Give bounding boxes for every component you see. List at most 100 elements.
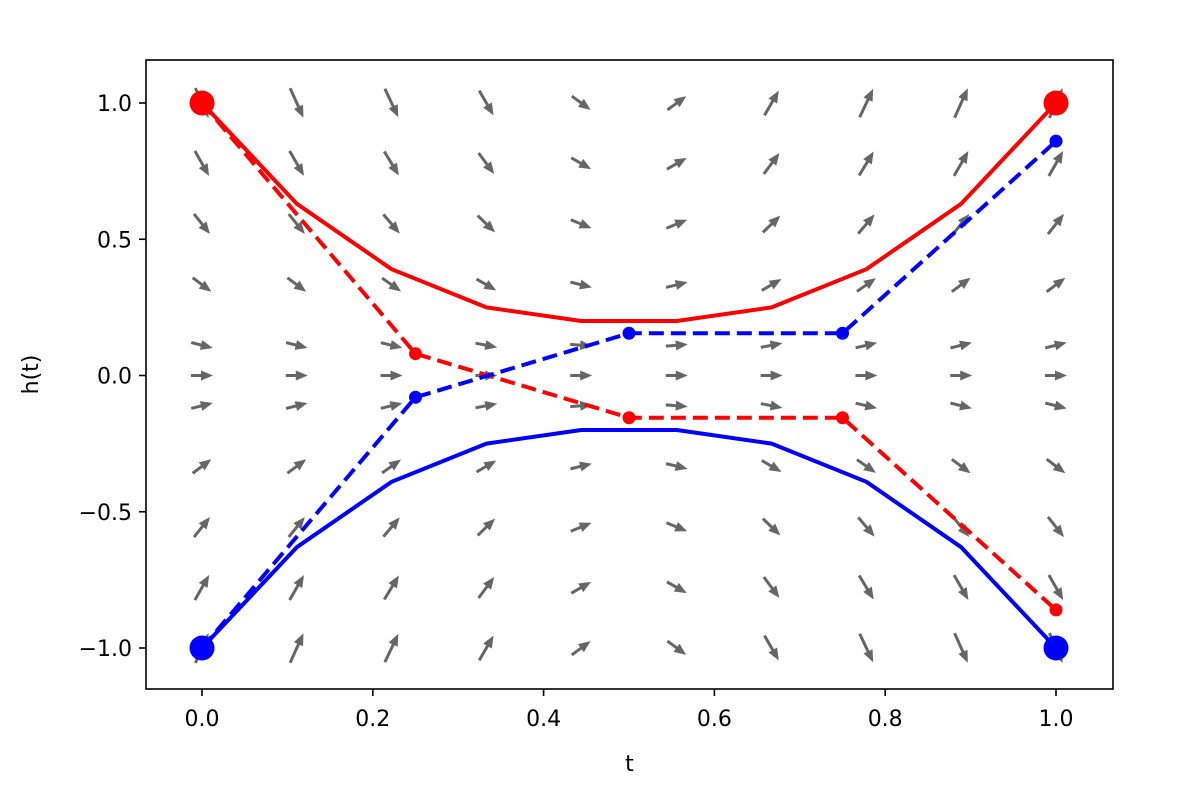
quiver-arrow [381, 276, 402, 292]
endpoint-marker [1043, 635, 1069, 661]
x-tick-label: 0.2 [355, 707, 390, 732]
quiver-arrow [475, 340, 498, 350]
quiver-arrow [383, 150, 399, 176]
quiver-arrow [855, 400, 878, 411]
series-4-point [409, 390, 422, 404]
quiver-arrow [855, 370, 878, 381]
quiver-arrow [570, 581, 592, 595]
quiver-arrow [762, 576, 780, 599]
quiver-arrow [855, 340, 878, 351]
quiver-arrow [666, 639, 687, 655]
quiver-arrow [1044, 400, 1067, 411]
quiver-arrow [570, 370, 593, 381]
series-3-point [409, 347, 422, 361]
quiver-arrow [760, 400, 783, 411]
quiver-arrow [477, 152, 495, 175]
x-tick-label: 0.8 [868, 707, 903, 732]
quiver-arrow [570, 522, 592, 533]
series-4-point [1049, 134, 1063, 148]
x-tick-label: 0.4 [526, 707, 561, 732]
series-3-point [836, 411, 849, 425]
quiver-arrow [381, 459, 402, 475]
quiver-arrow [953, 632, 968, 663]
quiver-arrow [858, 88, 874, 118]
quiver-arrow [950, 277, 971, 293]
quiver-arrow [288, 150, 304, 176]
quiver-arrow [1047, 150, 1064, 177]
quiver-arrow [475, 277, 497, 291]
quiver-arrow [760, 340, 783, 351]
quiver-arrow [857, 214, 875, 235]
quiver-arrow [857, 151, 874, 177]
quiver-arrow [570, 218, 592, 229]
quiver-arrow [192, 516, 211, 539]
quiver-arrow [665, 219, 688, 230]
quiver-arrow [856, 458, 876, 473]
quiver-arrow [383, 575, 399, 601]
quiver-arrow [858, 633, 874, 663]
quiver-arrow [285, 370, 308, 381]
plot-frame [145, 59, 1114, 690]
y-tick-label: −1.0 [79, 637, 132, 662]
quiver-arrow [382, 517, 400, 538]
quiver-arrow [950, 340, 972, 351]
series-line-4 [200, 139, 1058, 650]
quiver-arrow [285, 401, 308, 411]
quiver-arrow [1045, 277, 1066, 293]
y-axis-ticks: 1.0 0.5 0.0 −0.5 −1.0 [79, 92, 146, 662]
y-tick-label: −0.5 [79, 501, 132, 526]
quiver-arrow [1046, 213, 1065, 235]
quiver-arrow [760, 370, 783, 381]
quiver-arrow [380, 340, 403, 350]
quiver-arrow [570, 461, 592, 472]
quiver-arrow [288, 87, 304, 118]
quiver-arrow [477, 89, 494, 116]
quiver-arrow [665, 461, 688, 471]
quiver-arrow [380, 370, 403, 381]
quiver-arrow [191, 459, 212, 475]
quiver-arrow [570, 94, 591, 110]
quiver-arrow [287, 517, 305, 538]
endpoint-marker [1043, 90, 1069, 116]
quiver-arrow [665, 521, 688, 532]
y-tick-label: 0.5 [97, 228, 132, 253]
quiver-arrow [383, 88, 399, 118]
quiver-arrow [856, 278, 876, 293]
quiver-arrow [288, 575, 304, 601]
quiver-arrow [666, 96, 687, 112]
quiver-arrow [665, 370, 688, 381]
quiver-arrow [475, 460, 497, 474]
quiver-arrow [763, 90, 779, 117]
series-layer [200, 101, 1058, 650]
y-axis-label: h(t) [19, 355, 44, 395]
quiver-arrow [286, 459, 307, 475]
quiver-arrow [760, 459, 782, 472]
quiver-arrow [762, 152, 780, 175]
quiver-arrow [193, 574, 210, 601]
quiver-arrow [477, 635, 494, 662]
marker-layer [189, 90, 1069, 661]
quiver-arrow [950, 400, 972, 411]
quiver-arrow [570, 641, 591, 657]
quiver-arrow [382, 213, 400, 234]
quiver-arrow [192, 212, 211, 235]
quiver-arrow [190, 340, 213, 350]
quiver-arrow [666, 157, 687, 171]
quiver-arrow [1045, 458, 1066, 474]
quiver-arrow [950, 458, 971, 474]
x-tick-label: 0.0 [185, 707, 220, 732]
series-line-3 [200, 101, 1058, 612]
quiver-arrow [1045, 370, 1067, 381]
quiver-arrow [190, 401, 213, 411]
quiver-arrow [953, 88, 968, 119]
quiver-arrow [857, 574, 874, 600]
x-tick-label: 1.0 [1039, 707, 1074, 732]
quiver-arrow [286, 276, 307, 292]
quiver-arrow [952, 151, 969, 177]
endpoint-marker [189, 635, 215, 661]
quiver-arrow [287, 213, 305, 234]
quiver-arrow [1044, 340, 1067, 351]
y-tick-label: 0.0 [97, 365, 132, 390]
x-axis-ticks: 0.0 0.2 0.4 0.6 0.8 1.0 [185, 689, 1074, 732]
